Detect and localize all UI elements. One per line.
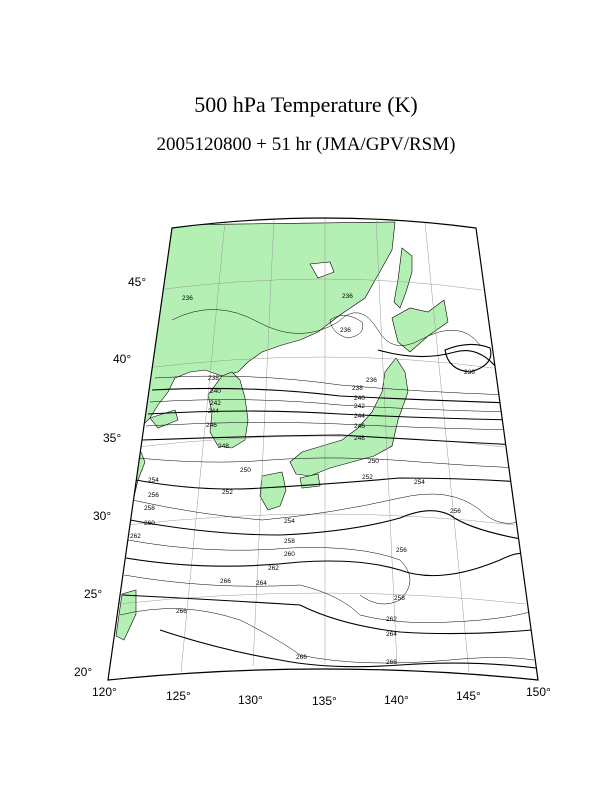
kyushu-island xyxy=(259,471,287,511)
contour-label: 250 xyxy=(368,458,379,465)
contour-label: 266 xyxy=(220,578,231,585)
contour-label: 244 xyxy=(208,408,219,415)
map-subtitle: 2005120800 + 51 hr (JMA/GPV/RSM) xyxy=(156,134,456,155)
contour-254 xyxy=(131,493,525,524)
honshu-island xyxy=(289,357,409,477)
contour-label: 250 xyxy=(240,467,251,474)
contour-label: 246 xyxy=(206,422,217,429)
contour-label: 242 xyxy=(354,403,365,410)
contour-label: 252 xyxy=(362,474,373,481)
contour-label: 236 xyxy=(340,327,351,334)
contour-label: 254 xyxy=(284,518,295,525)
contour-label: 264 xyxy=(386,631,397,638)
lon-label-145: 145° xyxy=(456,689,481,703)
contour-label: 254 xyxy=(148,477,159,484)
lon-label-120: 120° xyxy=(92,685,117,699)
contour-label: 236 xyxy=(342,293,353,300)
contour-label: 248 xyxy=(218,443,229,450)
lat-label-25: 25° xyxy=(84,587,102,601)
lat-label-30: 30° xyxy=(93,509,111,523)
contour-label: 258 xyxy=(284,538,295,545)
contour-label: 238 xyxy=(352,385,363,392)
contour-label: 236 xyxy=(464,369,475,376)
lat-label-40: 40° xyxy=(113,352,131,366)
map-frame xyxy=(107,217,539,681)
contour-258 xyxy=(127,539,411,605)
lon-label-140: 140° xyxy=(384,693,409,707)
contour-256 xyxy=(129,510,527,541)
contour-label: 258 xyxy=(394,595,405,602)
lon-label-135: 135° xyxy=(312,694,337,708)
contour-label: 240 xyxy=(210,388,221,395)
longitude-labels: 120° 125° 130° 135° 140° 145° 150° xyxy=(92,685,551,708)
contour-266 xyxy=(119,608,535,664)
contour-236-east xyxy=(377,349,501,373)
contour-label: 242 xyxy=(210,400,221,407)
korea-peninsula xyxy=(207,371,249,449)
contour-236-loop xyxy=(444,343,492,373)
contour-label: 236 xyxy=(182,295,193,302)
contour-label: 260 xyxy=(284,551,295,558)
contour-244 xyxy=(147,410,516,421)
contour-240 xyxy=(151,387,513,404)
contour-label: 236 xyxy=(366,377,377,384)
latitude-labels: 20° 25° 30° 35° 40° 45° xyxy=(74,275,146,679)
contour-label: 262 xyxy=(130,533,141,540)
contour-label: 266 xyxy=(176,608,187,615)
lon-label-125: 125° xyxy=(166,689,191,703)
contour-label: 256 xyxy=(148,492,159,499)
contour-label: 262 xyxy=(268,565,279,572)
contour-label-group: 236 236 236 236 236 238 238 240 240 242 … xyxy=(130,293,475,666)
contour-label: 258 xyxy=(144,505,155,512)
contour-238 xyxy=(154,375,511,396)
contour-label: 254 xyxy=(414,479,425,486)
contour-248 xyxy=(141,434,519,446)
temperature-contours xyxy=(119,309,537,669)
lon-label-130: 130° xyxy=(238,693,263,707)
contour-label: 246 xyxy=(354,423,365,430)
contour-label: 248 xyxy=(354,435,365,442)
lat-label-20: 20° xyxy=(74,665,92,679)
lat-label-35: 35° xyxy=(103,431,121,445)
contour-label: 252 xyxy=(222,489,233,496)
lon-label-150: 150° xyxy=(526,685,551,699)
contour-252 xyxy=(135,477,523,490)
contour-264 xyxy=(121,594,533,635)
map-title: 500 hPa Temperature (K) xyxy=(194,92,418,117)
contour-label: 266 xyxy=(386,659,397,666)
contour-260 xyxy=(125,552,529,577)
contour-262 xyxy=(123,574,531,623)
contour-266-thick xyxy=(159,629,537,669)
contour-label: 240 xyxy=(354,395,365,402)
lat-label-45: 45° xyxy=(128,275,146,289)
contour-label: 244 xyxy=(354,413,365,420)
contour-label: 256 xyxy=(450,508,461,515)
contour-236-center xyxy=(329,315,363,339)
contour-246 xyxy=(145,422,517,431)
sakhalin-island xyxy=(393,247,413,309)
contour-label: 238 xyxy=(208,375,219,382)
contour-242 xyxy=(149,399,514,413)
contour-label: 260 xyxy=(144,520,155,527)
contour-label: 264 xyxy=(256,580,267,587)
contour-label: 262 xyxy=(386,616,397,623)
contour-label: 256 xyxy=(396,547,407,554)
contour-250 xyxy=(137,457,521,469)
contour-label: 266 xyxy=(296,654,307,661)
lake xyxy=(309,261,335,279)
contour-236-north xyxy=(171,309,481,346)
